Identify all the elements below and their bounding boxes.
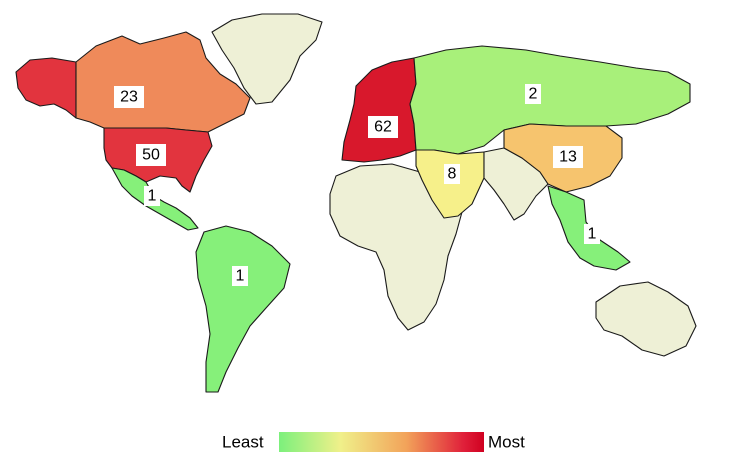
legend-high-label: Most (488, 433, 525, 452)
legend-low-label: Least (222, 433, 264, 452)
svg-text:2: 2 (529, 86, 538, 103)
value-label-russia-central-asia: 2 (525, 84, 541, 104)
value-label-europe: 62 (368, 116, 398, 138)
region-europe (341, 57, 417, 163)
svg-text:50: 50 (142, 147, 160, 164)
region-alaska (15, 57, 77, 119)
value-label-mexico-central-america: 1 (144, 186, 160, 206)
svg-text:1: 1 (588, 226, 597, 243)
value-label-south-america: 1 (232, 266, 248, 286)
legend-gradient-bar (279, 432, 484, 452)
value-label-united-states: 50 (136, 144, 166, 166)
value-label-canada: 23 (114, 86, 144, 108)
svg-text:13: 13 (559, 149, 577, 166)
svg-text:62: 62 (374, 119, 392, 136)
svg-text:8: 8 (448, 166, 457, 183)
value-label-china: 13 (553, 146, 583, 168)
value-label-southeast-asia: 1 (584, 224, 600, 244)
region-greenland (211, 13, 323, 105)
region-south-america (195, 225, 291, 393)
svg-text:1: 1 (236, 268, 245, 285)
region-australia (595, 281, 697, 357)
legend: Least Most (222, 432, 525, 452)
svg-text:1: 1 (148, 188, 157, 205)
value-label-middle-east: 8 (444, 164, 460, 184)
region-russia-central-asia (409, 45, 691, 155)
svg-text:23: 23 (120, 89, 138, 106)
